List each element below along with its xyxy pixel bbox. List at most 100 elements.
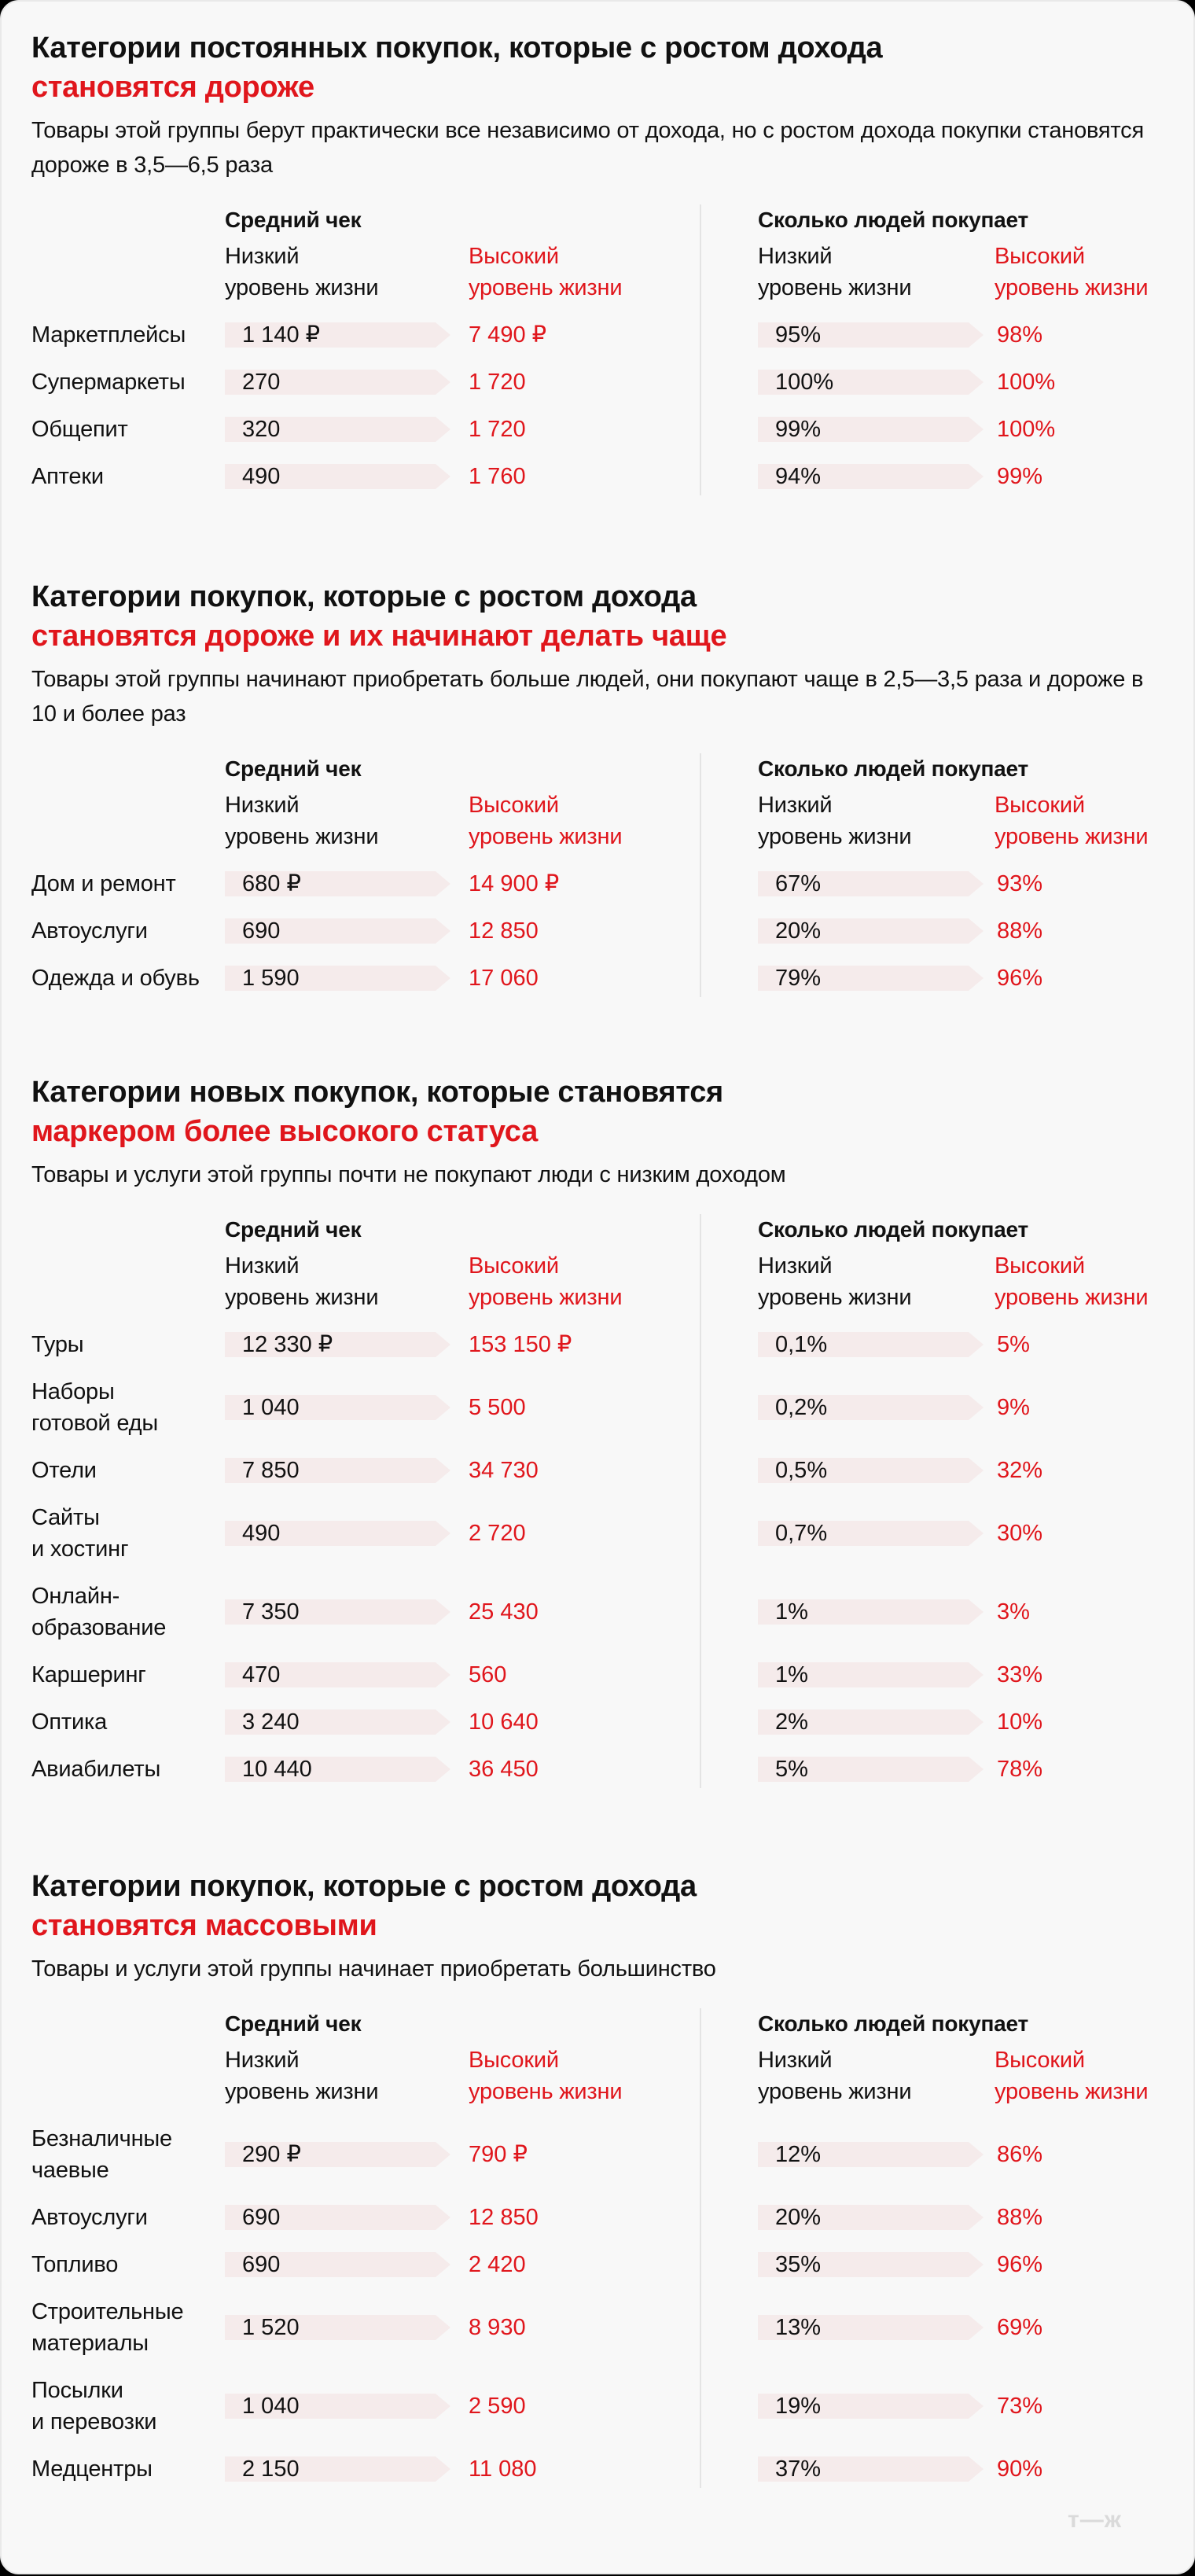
check-high-value: 12 850 <box>469 918 539 944</box>
people-low-value: 20% <box>775 2205 822 2230</box>
table-row: Посылки и перевозки 1 040 2 590 19% 73% <box>31 2375 1164 2438</box>
people-low-value: 79% <box>775 966 822 991</box>
header-high-line2: уровень жизни <box>995 275 1149 300</box>
header-people: Сколько людей покупает <box>758 2011 1029 2036</box>
people-low-value: 2% <box>775 1709 808 1735</box>
header-low-line1: Низкий <box>758 244 833 269</box>
table-row: Каршеринг 470 560 1% 33% <box>31 1659 1164 1691</box>
header-high-line2: уровень жизни <box>469 824 623 849</box>
people-high-value: 10% <box>997 1709 1043 1735</box>
header-low-line1: Низкий <box>225 1253 300 1279</box>
check-high-value: 36 450 <box>469 1757 539 1782</box>
people-low-bar: 0,7% <box>758 1521 984 1546</box>
people-low-bar: 0,1% <box>758 1332 984 1357</box>
arrow-bar-shape <box>758 1458 984 1483</box>
arrow-bar-shape <box>225 1662 450 1687</box>
header-people-high: Высокий уровень жизни <box>995 789 1149 852</box>
category-label: Безналичные чаевые <box>31 2126 172 2183</box>
people-high-value: 9% <box>997 1395 1030 1420</box>
check-high-value: 790 ₽ <box>469 2142 528 2167</box>
header-low-line1: Низкий <box>225 244 300 269</box>
header-check-high: Высокий уровень жизни <box>469 789 623 852</box>
check-high-value: 34 730 <box>469 1458 539 1483</box>
header-low-line2: уровень жизни <box>758 1285 912 1310</box>
table-row: Онлайн- образование 7 350 25 430 1% 3% <box>31 1581 1164 1643</box>
table-row: Туры 12 330 ₽ 153 150 ₽ 0,1% 5% <box>31 1329 1164 1360</box>
header-low-line1: Низкий <box>758 2048 833 2073</box>
header-avg-check: Средний чек <box>225 2011 362 2036</box>
people-low-value: 0,5% <box>775 1458 828 1483</box>
arrow-bar-shape <box>758 1395 984 1420</box>
comparison-table: Средний чек Низкий уровень жизни Высокий… <box>31 753 1164 997</box>
people-high-value: 90% <box>997 2456 1043 2482</box>
header-low-line2: уровень жизни <box>225 1285 379 1310</box>
arrow-bar-shape <box>758 918 984 944</box>
check-low-bar: 7 350 <box>225 1599 450 1625</box>
arrow-bar-shape <box>758 2315 984 2340</box>
check-low-value: 320 <box>242 417 281 442</box>
category-label: Автоуслуги <box>31 2205 148 2230</box>
people-low-bar: 35% <box>758 2252 984 2277</box>
header-low-line1: Низкий <box>225 2048 300 2073</box>
section-title: Категории постоянных покупок, которые с … <box>31 28 1164 107</box>
arrow-bar-shape <box>225 1521 450 1546</box>
check-low-value: 7 350 <box>242 1599 300 1625</box>
header-high-line2: уровень жизни <box>469 275 623 300</box>
header-low-line1: Низкий <box>225 793 300 818</box>
category-label: Наборы готовой еды <box>31 1379 159 1436</box>
section-title-black: Категории покупок, которые с ростом дохо… <box>31 1870 697 1903</box>
arrow-bar-shape <box>225 2252 450 2277</box>
comparison-table: Средний чек Низкий уровень жизни Высокий… <box>31 1214 1164 1788</box>
people-high-value: 33% <box>997 1662 1043 1687</box>
check-low-bar: 680 ₽ <box>225 871 450 896</box>
people-high-value: 100% <box>997 417 1056 442</box>
arrow-bar-shape <box>225 2315 450 2340</box>
section-subtitle: Товары и услуги этой группы почти не пок… <box>31 1162 786 1187</box>
people-low-bar: 94% <box>758 464 984 489</box>
people-high-value: 5% <box>997 1332 1030 1357</box>
arrow-bar-shape <box>758 966 984 991</box>
people-low-bar: 20% <box>758 918 984 944</box>
table-row: Отели 7 850 34 730 0,5% 32% <box>31 1455 1164 1486</box>
check-low-value: 7 850 <box>242 1458 300 1483</box>
people-low-bar: 12% <box>758 2142 984 2167</box>
header-high-line1: Высокий <box>469 244 559 269</box>
people-high-value: 100% <box>997 370 1056 395</box>
table-row: Наборы готовой еды 1 040 5 500 0,2% 9% <box>31 1376 1164 1439</box>
arrow-bar-shape <box>758 1599 984 1625</box>
arrow-bar-shape <box>758 1332 984 1357</box>
table-row: Автоуслуги 690 12 850 20% 88% <box>31 915 1164 947</box>
section-subtitle: Товары этой группы берут практически все… <box>31 118 1144 178</box>
check-low-value: 1 140 ₽ <box>242 322 321 348</box>
category-label: Посылки и перевозки <box>31 2378 157 2434</box>
people-high-value: 86% <box>997 2142 1043 2167</box>
check-low-value: 290 ₽ <box>242 2142 301 2167</box>
category-label: Авиабилеты <box>31 1757 161 1782</box>
header-check-high: Высокий уровень жизни <box>469 2044 623 2107</box>
people-low-bar: 1% <box>758 1662 984 1687</box>
arrow-bar-shape <box>225 966 450 991</box>
people-low-value: 100% <box>775 370 834 395</box>
people-low-bar: 19% <box>758 2394 984 2419</box>
category-label: Маркетплейсы <box>31 322 186 348</box>
category-label: Автоуслуги <box>31 918 148 944</box>
arrow-bar-shape <box>758 1521 984 1546</box>
arrow-bar-shape <box>225 2205 450 2230</box>
category-label: Супермаркеты <box>31 370 186 395</box>
check-low-value: 470 <box>242 1662 281 1687</box>
table-row: Маркетплейсы 1 140 ₽ 7 490 ₽ 95% 98% <box>31 319 1164 351</box>
header-people-low: Низкий уровень жизни <box>758 241 912 304</box>
people-low-bar: 79% <box>758 966 984 991</box>
check-high-value: 1 720 <box>469 417 526 442</box>
arrow-bar-shape <box>225 2456 450 2482</box>
check-high-value: 153 150 ₽ <box>469 1332 572 1357</box>
check-low-value: 490 <box>242 1521 281 1546</box>
header-low-line2: уровень жизни <box>758 275 912 300</box>
table-row: Оптика 3 240 10 640 2% 10% <box>31 1706 1164 1738</box>
header-high-line1: Высокий <box>995 1253 1085 1279</box>
column-divider <box>700 204 701 495</box>
table-rows: Маркетплейсы 1 140 ₽ 7 490 ₽ 95% 98% Суп… <box>31 319 1164 495</box>
people-low-value: 0,2% <box>775 1395 828 1420</box>
comparison-table: Средний чек Низкий уровень жизни Высокий… <box>31 204 1164 495</box>
